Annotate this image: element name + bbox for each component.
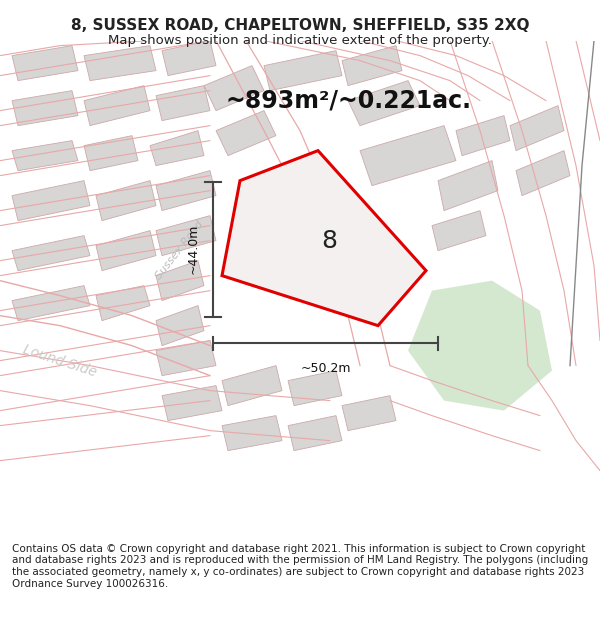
Polygon shape (222, 151, 426, 326)
Text: 8, SUSSEX ROAD, CHAPELTOWN, SHEFFIELD, S35 2XQ: 8, SUSSEX ROAD, CHAPELTOWN, SHEFFIELD, S… (71, 18, 529, 32)
Text: ~50.2m: ~50.2m (300, 362, 351, 375)
Polygon shape (342, 396, 396, 431)
Text: Map shows position and indicative extent of the property.: Map shows position and indicative extent… (108, 34, 492, 48)
Text: Sussex Road: Sussex Road (154, 219, 206, 282)
Polygon shape (438, 161, 498, 211)
Polygon shape (432, 211, 486, 251)
Polygon shape (156, 216, 216, 256)
Polygon shape (150, 131, 204, 166)
Polygon shape (342, 46, 402, 86)
Polygon shape (12, 91, 78, 126)
Polygon shape (12, 181, 90, 221)
Polygon shape (162, 386, 222, 421)
Polygon shape (222, 416, 282, 451)
Polygon shape (96, 181, 156, 221)
Polygon shape (348, 81, 420, 126)
Text: ~44.0m: ~44.0m (187, 224, 200, 274)
Polygon shape (216, 111, 276, 156)
Polygon shape (204, 66, 264, 111)
Polygon shape (96, 286, 150, 321)
Polygon shape (156, 171, 216, 211)
Polygon shape (156, 86, 210, 121)
Polygon shape (222, 366, 282, 406)
Polygon shape (12, 46, 78, 81)
Polygon shape (162, 41, 216, 76)
Polygon shape (156, 341, 216, 376)
Polygon shape (156, 306, 204, 346)
Polygon shape (84, 86, 150, 126)
Polygon shape (360, 126, 456, 186)
Text: 8: 8 (321, 229, 337, 253)
Polygon shape (264, 51, 342, 91)
Polygon shape (408, 281, 552, 411)
Polygon shape (516, 151, 570, 196)
Polygon shape (12, 236, 90, 271)
Polygon shape (84, 136, 138, 171)
Polygon shape (510, 106, 564, 151)
Text: Contains OS data © Crown copyright and database right 2021. This information is : Contains OS data © Crown copyright and d… (12, 544, 588, 589)
Polygon shape (96, 231, 156, 271)
Polygon shape (456, 116, 510, 156)
Polygon shape (12, 286, 90, 321)
Polygon shape (84, 46, 156, 81)
Polygon shape (288, 371, 342, 406)
Text: ~893m²/~0.221ac.: ~893m²/~0.221ac. (225, 89, 471, 112)
Polygon shape (288, 416, 342, 451)
Polygon shape (12, 141, 78, 171)
Text: Lound Side: Lound Side (22, 342, 98, 379)
Polygon shape (156, 261, 204, 301)
